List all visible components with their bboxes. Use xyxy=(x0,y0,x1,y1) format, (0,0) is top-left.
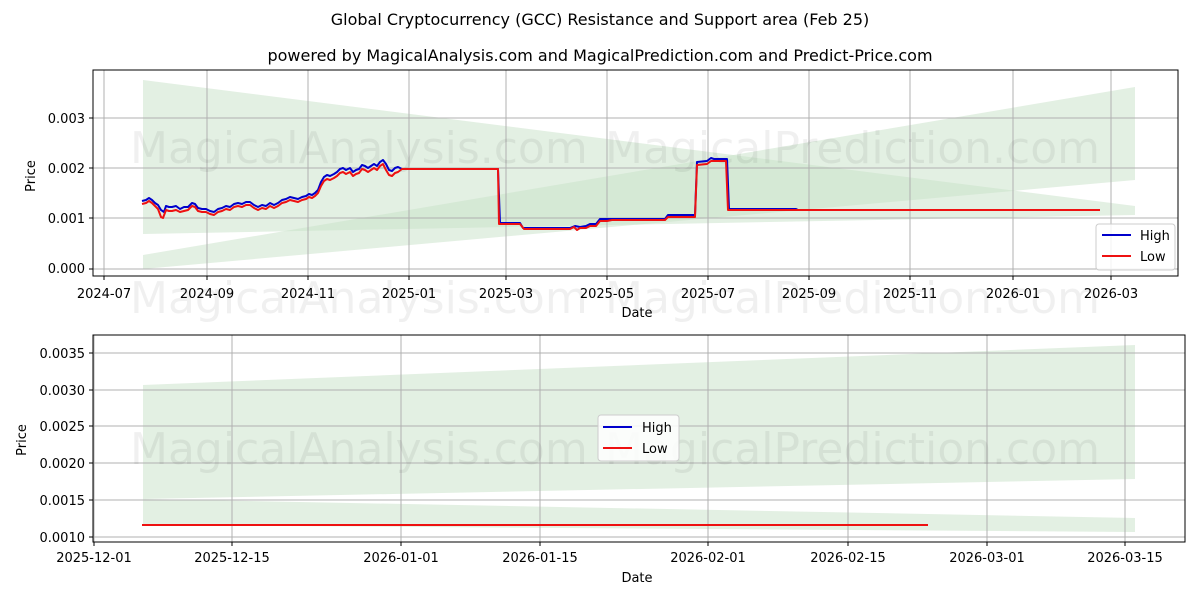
watermark-prediction: MagicalPrediction.com xyxy=(605,123,1100,174)
bottom-ytick-3: 0.0025 xyxy=(40,420,86,435)
low-line xyxy=(141,160,1100,231)
top-xtick-6: 2025-07 xyxy=(681,287,735,302)
bottom-xtick-1: 2025-12-15 xyxy=(194,551,270,566)
top-chart: MagicalAnalysis.com MagicalPrediction.co… xyxy=(24,69,1179,324)
bottom-ytick-1: 0.0015 xyxy=(40,494,86,509)
bottom-xtick-2: 2026-01-01 xyxy=(363,551,439,566)
bottom-grid xyxy=(93,335,1185,542)
bottom-xtick-0: 2025-12-01 xyxy=(56,551,132,566)
top-xtick-1: 2024-09 xyxy=(180,287,234,302)
bottom-ytick-2: 0.0020 xyxy=(40,457,86,472)
watermark-analysis-2: MagicalAnalysis.com xyxy=(130,273,588,324)
watermark-analysis: MagicalAnalysis.com xyxy=(130,123,588,174)
top-xtick-4: 2025-03 xyxy=(479,287,533,302)
top-legend-high: High xyxy=(1140,229,1170,244)
top-ylabel: Price xyxy=(24,160,39,192)
bottom-chart: MagicalAnalysis.com MagicalPrediction.co… xyxy=(15,334,1186,586)
chart-title: Global Cryptocurrency (GCC) Resistance a… xyxy=(330,10,870,29)
chart-subtitle: powered by MagicalAnalysis.com and Magic… xyxy=(267,46,933,65)
top-xtick-3: 2025-01 xyxy=(382,287,436,302)
bottom-legend-low: Low xyxy=(642,442,668,457)
lower-band xyxy=(143,499,1135,532)
top-xtick-5: 2025-05 xyxy=(580,287,634,302)
bottom-ylabel: Price xyxy=(15,424,30,456)
top-xtick-8: 2025-11 xyxy=(883,287,937,302)
top-xtick-9: 2026-01 xyxy=(986,287,1040,302)
watermark-prediction-3: MagicalPrediction.com xyxy=(605,424,1100,475)
top-ytick-3: 0.003 xyxy=(48,112,85,127)
top-ytick-1: 0.001 xyxy=(48,212,85,227)
bottom-xtick-7: 2026-03-15 xyxy=(1087,551,1163,566)
top-xtick-7: 2025-09 xyxy=(782,287,836,302)
bottom-legend: High Low xyxy=(597,414,680,462)
bottom-xlabel: Date xyxy=(621,571,652,586)
top-legend-low: Low xyxy=(1140,250,1166,265)
bottom-ytick-0: 0.0010 xyxy=(40,531,86,546)
top-xtick-2: 2024-11 xyxy=(281,287,335,302)
bottom-legend-high: High xyxy=(642,421,672,436)
watermark-prediction-2: MagicalPrediction.com xyxy=(605,273,1100,324)
bottom-xtick-6: 2026-03-01 xyxy=(949,551,1025,566)
top-ytick-0: 0.000 xyxy=(48,262,85,277)
top-xlabel: Date xyxy=(621,306,652,321)
bottom-xtick-3: 2026-01-15 xyxy=(502,551,578,566)
top-xtick-0: 2024-07 xyxy=(77,287,131,302)
top-axes-frame xyxy=(92,69,1179,277)
bottom-ytick-5: 0.0035 xyxy=(40,347,86,362)
top-ytick-2: 0.002 xyxy=(48,162,85,177)
support-band xyxy=(143,87,1135,269)
bottom-ytick-4: 0.0030 xyxy=(40,384,86,399)
top-legend: High Low xyxy=(1095,223,1176,271)
top-xtick-10: 2026-03 xyxy=(1084,287,1138,302)
bottom-axes-frame xyxy=(92,334,1186,543)
high-line xyxy=(141,157,1100,229)
bottom-xtick-4: 2026-02-01 xyxy=(670,551,746,566)
bottom-xtick-5: 2026-02-15 xyxy=(810,551,886,566)
watermark-analysis-3: MagicalAnalysis.com xyxy=(130,424,588,475)
